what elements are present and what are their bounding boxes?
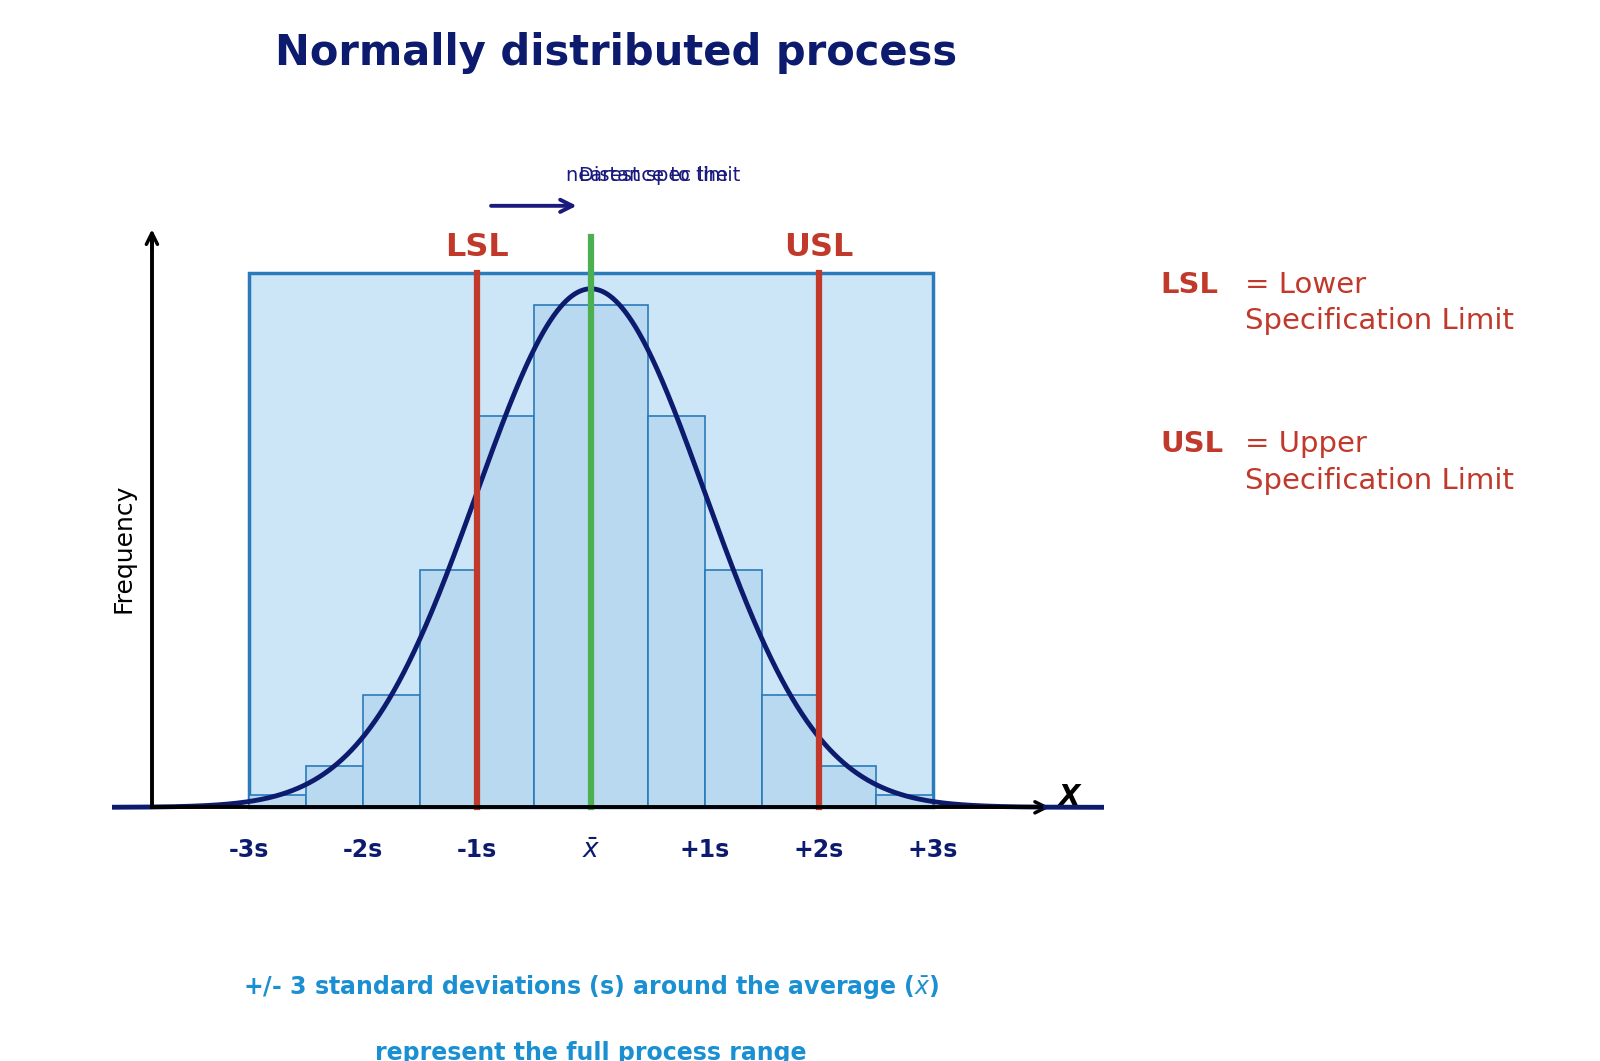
Text: represent the full process range: represent the full process range <box>374 1041 806 1061</box>
Text: +2s: +2s <box>794 838 845 863</box>
Bar <box>250 796 306 807</box>
Text: Normally distributed process: Normally distributed process <box>275 32 957 74</box>
Text: = Upper
Specification Limit: = Upper Specification Limit <box>1245 430 1514 494</box>
Text: nearest spec limit: nearest spec limit <box>566 140 741 185</box>
Text: X: X <box>1058 783 1080 811</box>
Text: = Lower
Specification Limit: = Lower Specification Limit <box>1245 271 1514 335</box>
Text: +3s: +3s <box>907 838 958 863</box>
Text: -1s: -1s <box>456 838 498 863</box>
Text: USL: USL <box>784 232 854 263</box>
Text: -2s: -2s <box>342 838 382 863</box>
Text: LSL: LSL <box>445 232 509 263</box>
Text: $\bar{x}$: $\bar{x}$ <box>582 838 600 865</box>
Bar <box>306 766 363 807</box>
Bar <box>875 796 933 807</box>
Bar <box>477 416 534 807</box>
Bar <box>363 695 419 807</box>
Text: +1s: +1s <box>680 838 730 863</box>
Bar <box>250 274 933 807</box>
Bar <box>534 305 590 807</box>
Text: +/- 3 standard deviations (s) around the average ($\bar{x}$): +/- 3 standard deviations (s) around the… <box>243 973 939 1002</box>
Text: LSL: LSL <box>1160 271 1218 298</box>
Bar <box>762 695 819 807</box>
Bar <box>648 416 706 807</box>
Text: Distance to the: Distance to the <box>579 167 728 185</box>
Bar <box>819 766 875 807</box>
Text: USL: USL <box>1160 430 1222 457</box>
Text: Frequency: Frequency <box>112 484 136 613</box>
Bar <box>706 570 762 807</box>
Bar <box>590 305 648 807</box>
Bar <box>419 570 477 807</box>
Text: -3s: -3s <box>229 838 269 863</box>
